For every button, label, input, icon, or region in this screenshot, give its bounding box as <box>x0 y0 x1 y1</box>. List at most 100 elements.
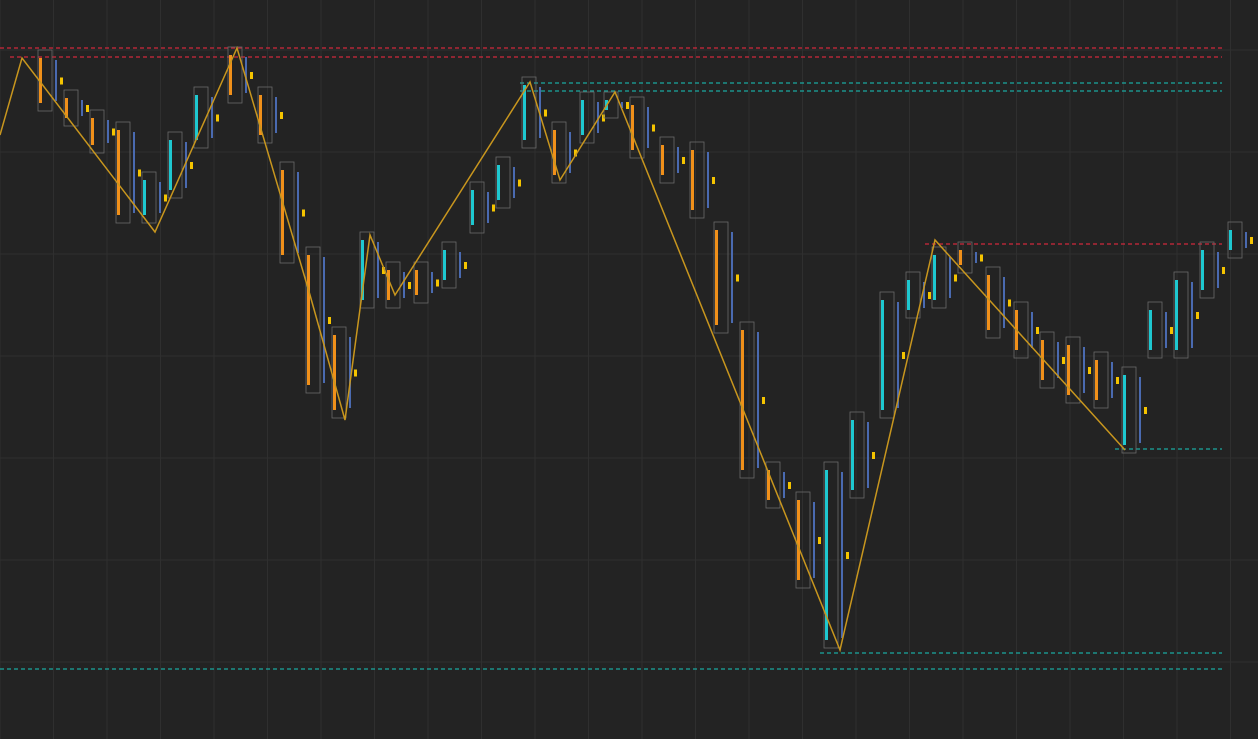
poc-marker <box>954 274 957 282</box>
candle-body <box>143 180 146 215</box>
candle-body <box>907 280 910 310</box>
footprint-box <box>659 136 675 184</box>
candle-body <box>333 335 336 410</box>
footprint-box <box>359 231 375 309</box>
candle-body <box>881 300 884 410</box>
footprint-box <box>63 89 79 127</box>
candle-body <box>307 255 310 385</box>
candle-body <box>797 500 800 580</box>
footprint-box <box>167 131 183 199</box>
footprint-box <box>1065 336 1081 404</box>
candle-body <box>631 105 634 150</box>
footprint-box <box>1173 271 1189 359</box>
footprint-box <box>1227 221 1243 259</box>
footprint-box <box>521 76 537 149</box>
footprint-box <box>89 109 105 154</box>
poc-marker <box>1250 237 1253 244</box>
poc-marker <box>354 369 357 377</box>
footprint-box <box>1147 301 1163 359</box>
poc-marker <box>544 109 547 117</box>
candle-body <box>741 330 744 470</box>
candle-body <box>1123 375 1126 445</box>
poc-marker <box>902 352 905 359</box>
poc-marker <box>1144 407 1147 414</box>
footprint-box <box>689 141 705 219</box>
footprint-box <box>1013 301 1029 359</box>
candle-body <box>581 100 584 135</box>
poc-marker <box>1088 367 1091 374</box>
footprint-box <box>1121 366 1137 454</box>
footprint-box <box>879 291 895 419</box>
footprint-box <box>931 246 947 309</box>
candle-body <box>715 230 718 325</box>
poc-marker <box>1008 299 1011 307</box>
poc-marker <box>60 77 63 85</box>
poc-marker <box>1170 327 1173 334</box>
candle-body <box>169 140 172 190</box>
candle-body <box>195 95 198 140</box>
footprint-box <box>1199 241 1215 299</box>
poc-marker <box>112 128 115 136</box>
poc-marker <box>872 452 875 459</box>
candle-body <box>1067 345 1070 395</box>
candle-body <box>387 270 390 300</box>
footprint-box <box>713 221 729 334</box>
candle-body <box>1229 230 1232 250</box>
candle-body <box>691 150 694 210</box>
poc-marker <box>518 179 521 187</box>
candle-body <box>987 275 990 330</box>
candle-body <box>415 270 418 295</box>
footprint-box <box>985 266 1001 339</box>
footprint-box <box>441 241 457 289</box>
poc-marker <box>682 157 685 164</box>
poc-marker <box>464 262 467 269</box>
poc-marker <box>626 102 629 109</box>
poc-marker <box>382 267 385 274</box>
poc-marker <box>846 552 849 559</box>
candle-body <box>65 98 68 118</box>
footprint-box <box>905 271 921 319</box>
poc-marker <box>86 105 89 112</box>
candle-body <box>443 250 446 280</box>
footprint-box <box>413 261 429 304</box>
candle-body <box>91 118 94 145</box>
footprint-box <box>849 411 865 499</box>
candle-body <box>281 170 284 255</box>
poc-marker <box>652 124 655 132</box>
candle-body <box>1095 360 1098 400</box>
candle-body <box>1149 310 1152 350</box>
candle-body <box>117 130 120 215</box>
poc-marker <box>762 397 765 404</box>
footprint-box <box>495 156 511 209</box>
footprint-box <box>823 461 839 649</box>
footprint-box <box>305 246 321 394</box>
footprint-box <box>579 91 595 144</box>
poc-marker <box>1036 327 1039 334</box>
candle-body <box>933 255 936 300</box>
candle-body <box>523 85 526 140</box>
footprint-box <box>37 49 53 112</box>
poc-marker <box>736 274 739 282</box>
poc-marker <box>164 194 167 202</box>
footprint-box <box>227 46 243 104</box>
candle-body <box>39 58 42 103</box>
poc-marker <box>436 279 439 287</box>
poc-marker <box>1222 267 1225 274</box>
footprint-box <box>115 121 131 224</box>
candle-body <box>825 470 828 640</box>
poc-marker <box>250 72 253 79</box>
candle-body <box>851 420 854 490</box>
poc-marker <box>928 292 931 299</box>
footprint-box <box>1039 331 1055 389</box>
candle-body <box>1041 340 1044 380</box>
poc-marker <box>788 482 791 489</box>
poc-marker <box>712 177 715 184</box>
candle-body <box>767 470 770 500</box>
candle-body <box>259 95 262 135</box>
poc-marker <box>1062 357 1065 364</box>
poc-marker <box>190 162 193 169</box>
